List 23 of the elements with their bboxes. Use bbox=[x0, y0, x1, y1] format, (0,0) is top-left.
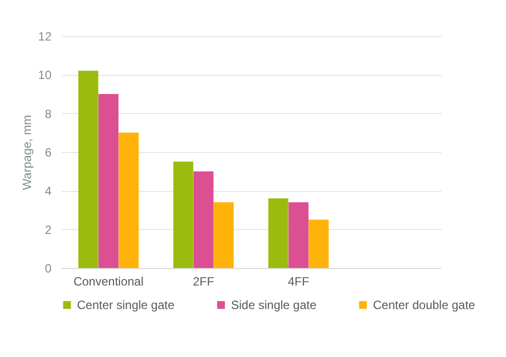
bar bbox=[308, 220, 329, 268]
y-axis-title: Warpage, mm bbox=[20, 115, 34, 190]
legend-label: Center double gate bbox=[373, 298, 476, 312]
bar bbox=[98, 94, 118, 268]
bar bbox=[78, 70, 98, 268]
bar bbox=[268, 198, 288, 268]
x-tick-label: 4FF bbox=[288, 274, 310, 288]
legend-label: Center single gate bbox=[77, 298, 175, 312]
bar bbox=[118, 132, 139, 268]
x-tick-label: Conventional bbox=[73, 274, 144, 288]
y-tick-label: 8 bbox=[44, 106, 52, 121]
y-tick-label: 10 bbox=[38, 68, 52, 82]
bar bbox=[194, 171, 214, 268]
x-tick-label: 2FF bbox=[192, 274, 214, 288]
y-tick-label: 0 bbox=[44, 262, 52, 276]
bar bbox=[288, 202, 308, 268]
y-tick-label: 4 bbox=[44, 184, 52, 198]
y-tick-label: 6 bbox=[44, 146, 52, 160]
y-tick-label: 12 bbox=[38, 30, 52, 44]
bar bbox=[214, 202, 234, 268]
y-tick-label: 2 bbox=[44, 222, 52, 237]
legend-label: Side single gate bbox=[231, 298, 317, 312]
bar bbox=[173, 162, 194, 268]
